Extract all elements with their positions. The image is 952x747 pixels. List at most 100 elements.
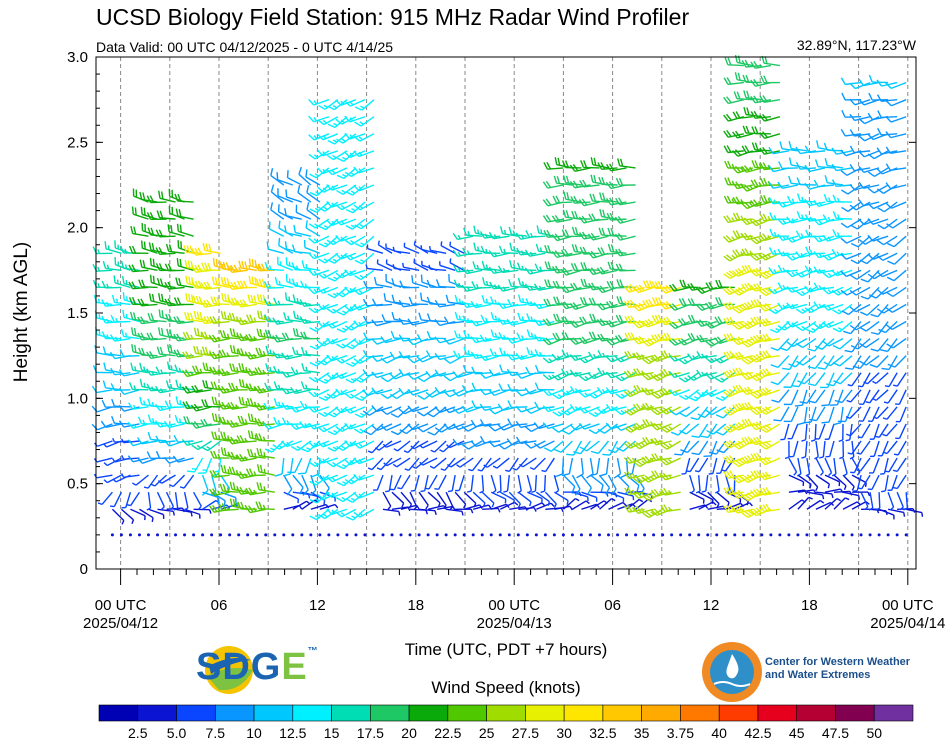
- barb-flag: [605, 387, 612, 395]
- barb-flag: [230, 382, 236, 391]
- wind-barb: [698, 491, 714, 504]
- barb-half-flag: [314, 514, 320, 519]
- barb-staff: [376, 406, 393, 413]
- barb-staff: [439, 389, 456, 395]
- barb-half-flag: [350, 224, 356, 228]
- barb-flag: [166, 361, 170, 370]
- barb-half-flag: [557, 411, 563, 415]
- barb-flag: [735, 442, 742, 448]
- wind-barb: [344, 422, 366, 430]
- wind-barb: [317, 269, 339, 279]
- barb-flag: [177, 240, 180, 248]
- barb-flag: [732, 352, 738, 360]
- wind-barb: [488, 406, 510, 415]
- barb-flag: [174, 364, 179, 373]
- wind-barb: [344, 252, 366, 261]
- wind-barb: [615, 177, 636, 186]
- barb-flag: [614, 424, 622, 431]
- barb-half-flag: [482, 502, 486, 508]
- barb-flag: [642, 476, 649, 483]
- wind-barb: [512, 457, 528, 471]
- wind-barb: [139, 259, 158, 272]
- barb-flag: [624, 487, 630, 495]
- wind-barb: [93, 473, 113, 479]
- barb-flag: [633, 385, 639, 393]
- wind-barb: [326, 337, 348, 345]
- barb-flag: [687, 353, 693, 361]
- barb-half-flag: [226, 404, 230, 409]
- barb-flag: [336, 189, 344, 196]
- barb-flag: [561, 409, 569, 416]
- wind-barb: [724, 160, 744, 169]
- barb-flag: [233, 297, 239, 306]
- wind-barb: [579, 179, 600, 188]
- barb-flag: [687, 314, 693, 323]
- barb-flag: [732, 270, 739, 277]
- barb-half-flag: [517, 490, 522, 494]
- barb-flag: [291, 346, 296, 355]
- barb-flag: [133, 327, 137, 336]
- barb-flag: [572, 337, 579, 344]
- wind-barb: [651, 372, 672, 382]
- barb-flag: [497, 284, 504, 292]
- barb-flag: [462, 365, 467, 373]
- barb-flag: [101, 399, 107, 408]
- wind-barb: [526, 329, 546, 340]
- barb-half-flag: [314, 173, 319, 177]
- barb-flag: [169, 345, 173, 353]
- barb-half-flag: [109, 505, 115, 508]
- barb-staff: [105, 353, 122, 357]
- barb-flag: [471, 281, 476, 289]
- wind-barb: [542, 405, 564, 413]
- barb-flag: [133, 226, 137, 235]
- barb-flag: [570, 263, 576, 271]
- barb-flag: [134, 344, 137, 353]
- wind-barb: [669, 283, 690, 292]
- barb-staff: [386, 406, 402, 415]
- barb-staff: [161, 474, 176, 484]
- barb-half-flag: [521, 281, 525, 286]
- wind-barb: [696, 334, 717, 343]
- barb-half-flag: [286, 441, 291, 446]
- barb-staff: [538, 406, 555, 410]
- barb-flag: [118, 420, 125, 428]
- barb-flag: [716, 336, 723, 344]
- barb-half-flag: [107, 245, 110, 250]
- barb-flag: [354, 259, 363, 265]
- barb-flag: [524, 442, 532, 449]
- barb-flag: [654, 453, 660, 461]
- wind-barb: [209, 488, 230, 497]
- wind-barb: [715, 475, 720, 494]
- wind-barb: [542, 180, 564, 189]
- barb-flag: [245, 334, 251, 342]
- barb-flag: [714, 377, 723, 383]
- barb-half-flag: [475, 353, 480, 359]
- barb-flag: [723, 442, 730, 449]
- barb-staff: [287, 177, 303, 186]
- barb-flag: [553, 313, 558, 322]
- barb-flag: [236, 454, 242, 462]
- barb-flag: [651, 334, 657, 342]
- barb-flag: [542, 374, 550, 381]
- barb-flag: [425, 370, 432, 378]
- barb-staff: [306, 209, 321, 220]
- barb-half-flag: [202, 469, 207, 471]
- barb-flag: [653, 422, 661, 430]
- barb-flag: [726, 487, 732, 495]
- barb-flag: [148, 242, 152, 251]
- barb-staff: [394, 250, 411, 254]
- barb-flag: [551, 234, 558, 242]
- wind-barb: [466, 475, 474, 493]
- barb-flag: [708, 451, 717, 455]
- barb-flag: [371, 319, 378, 327]
- wind-barb: [327, 286, 348, 299]
- barb-half-flag: [341, 138, 346, 142]
- barb-staff: [481, 457, 492, 472]
- barb-flag: [326, 219, 333, 226]
- barb-flag: [626, 408, 634, 415]
- barb-flag: [608, 163, 615, 171]
- barb-flag: [644, 511, 652, 517]
- barb-flag: [344, 269, 351, 276]
- wind-barb: [696, 369, 717, 377]
- wind-barb: [273, 365, 293, 374]
